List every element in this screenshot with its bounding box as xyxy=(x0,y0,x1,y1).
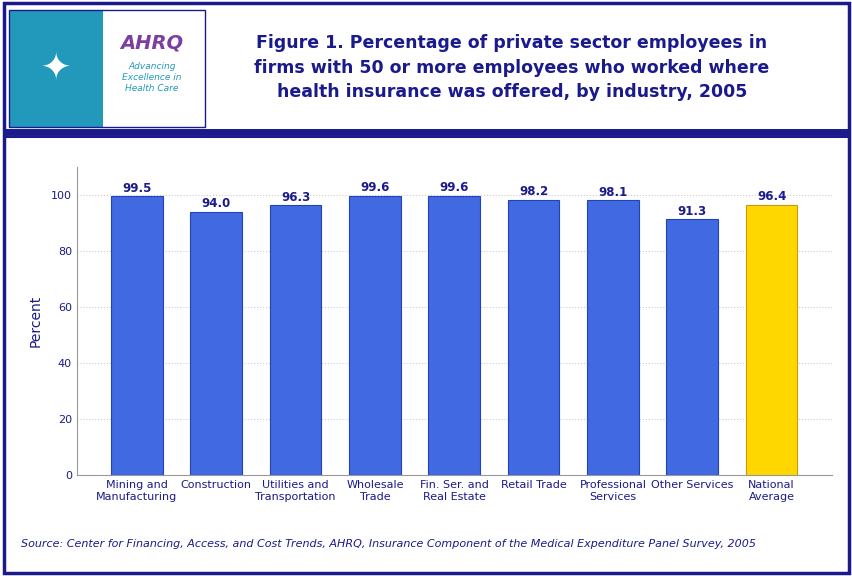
Bar xyxy=(507,200,559,475)
Bar xyxy=(269,206,321,475)
Text: Advancing
Excellence in
Health Care: Advancing Excellence in Health Care xyxy=(122,62,181,93)
Text: 96.3: 96.3 xyxy=(280,191,310,204)
Bar xyxy=(428,196,480,475)
Bar xyxy=(586,200,638,475)
Text: 98.2: 98.2 xyxy=(518,185,548,198)
Text: Source: Center for Financing, Access, and Cost Trends, AHRQ, Insurance Component: Source: Center for Financing, Access, an… xyxy=(21,539,756,550)
Text: 98.1: 98.1 xyxy=(597,185,627,199)
Text: 99.6: 99.6 xyxy=(360,181,389,195)
Bar xyxy=(745,205,797,475)
Text: Figure 1. Percentage of private sector employees in
firms with 50 or more employ: Figure 1. Percentage of private sector e… xyxy=(254,35,769,101)
Bar xyxy=(190,212,242,475)
Bar xyxy=(111,196,163,475)
Text: 99.5: 99.5 xyxy=(122,182,152,195)
Text: 94.0: 94.0 xyxy=(201,197,231,210)
Bar xyxy=(665,219,717,475)
Bar xyxy=(348,196,400,475)
Text: 99.6: 99.6 xyxy=(439,181,469,195)
Y-axis label: Percent: Percent xyxy=(29,295,43,347)
Text: 91.3: 91.3 xyxy=(676,204,706,218)
Text: AHRQ: AHRQ xyxy=(120,33,183,52)
Text: ✦: ✦ xyxy=(40,51,71,85)
Text: 96.4: 96.4 xyxy=(756,191,786,203)
